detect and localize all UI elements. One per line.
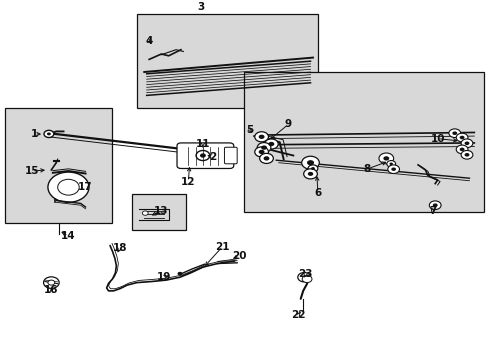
Text: 11: 11	[195, 139, 210, 149]
Text: 21: 21	[215, 242, 229, 252]
Circle shape	[142, 211, 148, 215]
Circle shape	[464, 153, 468, 157]
Circle shape	[254, 132, 268, 142]
FancyBboxPatch shape	[177, 143, 233, 168]
Text: 5: 5	[245, 125, 252, 135]
Text: 15: 15	[24, 166, 39, 176]
Circle shape	[259, 153, 273, 163]
Circle shape	[297, 273, 310, 282]
Circle shape	[263, 156, 269, 161]
Circle shape	[303, 169, 317, 179]
Circle shape	[432, 203, 437, 207]
Text: 22: 22	[290, 310, 305, 320]
Circle shape	[177, 272, 182, 275]
Circle shape	[383, 156, 388, 161]
Circle shape	[258, 150, 264, 154]
Circle shape	[196, 150, 209, 161]
Circle shape	[390, 167, 395, 171]
Circle shape	[464, 141, 468, 145]
Circle shape	[261, 145, 266, 150]
Circle shape	[306, 160, 313, 165]
FancyBboxPatch shape	[224, 147, 237, 164]
Circle shape	[48, 172, 89, 202]
Circle shape	[455, 133, 467, 142]
Circle shape	[378, 153, 393, 164]
Circle shape	[258, 135, 264, 139]
Text: 3: 3	[197, 2, 203, 12]
Circle shape	[448, 129, 460, 138]
Circle shape	[254, 147, 268, 157]
Circle shape	[455, 145, 467, 154]
Circle shape	[310, 167, 314, 170]
Circle shape	[302, 275, 311, 283]
Circle shape	[459, 136, 464, 139]
Circle shape	[459, 148, 464, 151]
Bar	[137, 14, 317, 108]
Bar	[132, 194, 185, 230]
Bar	[5, 108, 112, 223]
Text: 23: 23	[298, 269, 312, 279]
Text: 2: 2	[209, 152, 216, 162]
Text: 17: 17	[78, 182, 93, 192]
Text: 4: 4	[145, 36, 153, 46]
Circle shape	[428, 201, 440, 210]
Text: 9: 9	[285, 119, 291, 129]
Circle shape	[307, 165, 317, 172]
Circle shape	[301, 156, 319, 169]
Circle shape	[451, 131, 456, 135]
Bar	[244, 72, 483, 212]
Circle shape	[47, 132, 51, 135]
Text: 7: 7	[428, 206, 436, 216]
Circle shape	[44, 130, 54, 138]
Text: 20: 20	[232, 251, 246, 261]
Text: 6: 6	[314, 188, 321, 198]
Circle shape	[58, 179, 79, 195]
Text: 12: 12	[181, 177, 195, 187]
Text: 16: 16	[44, 285, 59, 295]
Circle shape	[200, 153, 205, 158]
Text: 14: 14	[61, 231, 76, 241]
Text: 10: 10	[429, 134, 444, 144]
Circle shape	[460, 150, 472, 159]
Text: 8: 8	[363, 164, 369, 174]
Circle shape	[264, 139, 278, 149]
Circle shape	[460, 139, 472, 148]
Circle shape	[257, 143, 270, 153]
Circle shape	[386, 161, 395, 167]
Circle shape	[307, 172, 313, 176]
Circle shape	[268, 142, 274, 146]
Text: 18: 18	[112, 243, 127, 253]
Circle shape	[43, 277, 59, 288]
Text: 19: 19	[156, 272, 171, 282]
Text: 13: 13	[154, 206, 168, 216]
Circle shape	[388, 162, 392, 165]
Circle shape	[48, 280, 55, 285]
Text: 1: 1	[31, 129, 38, 139]
Circle shape	[387, 165, 399, 174]
